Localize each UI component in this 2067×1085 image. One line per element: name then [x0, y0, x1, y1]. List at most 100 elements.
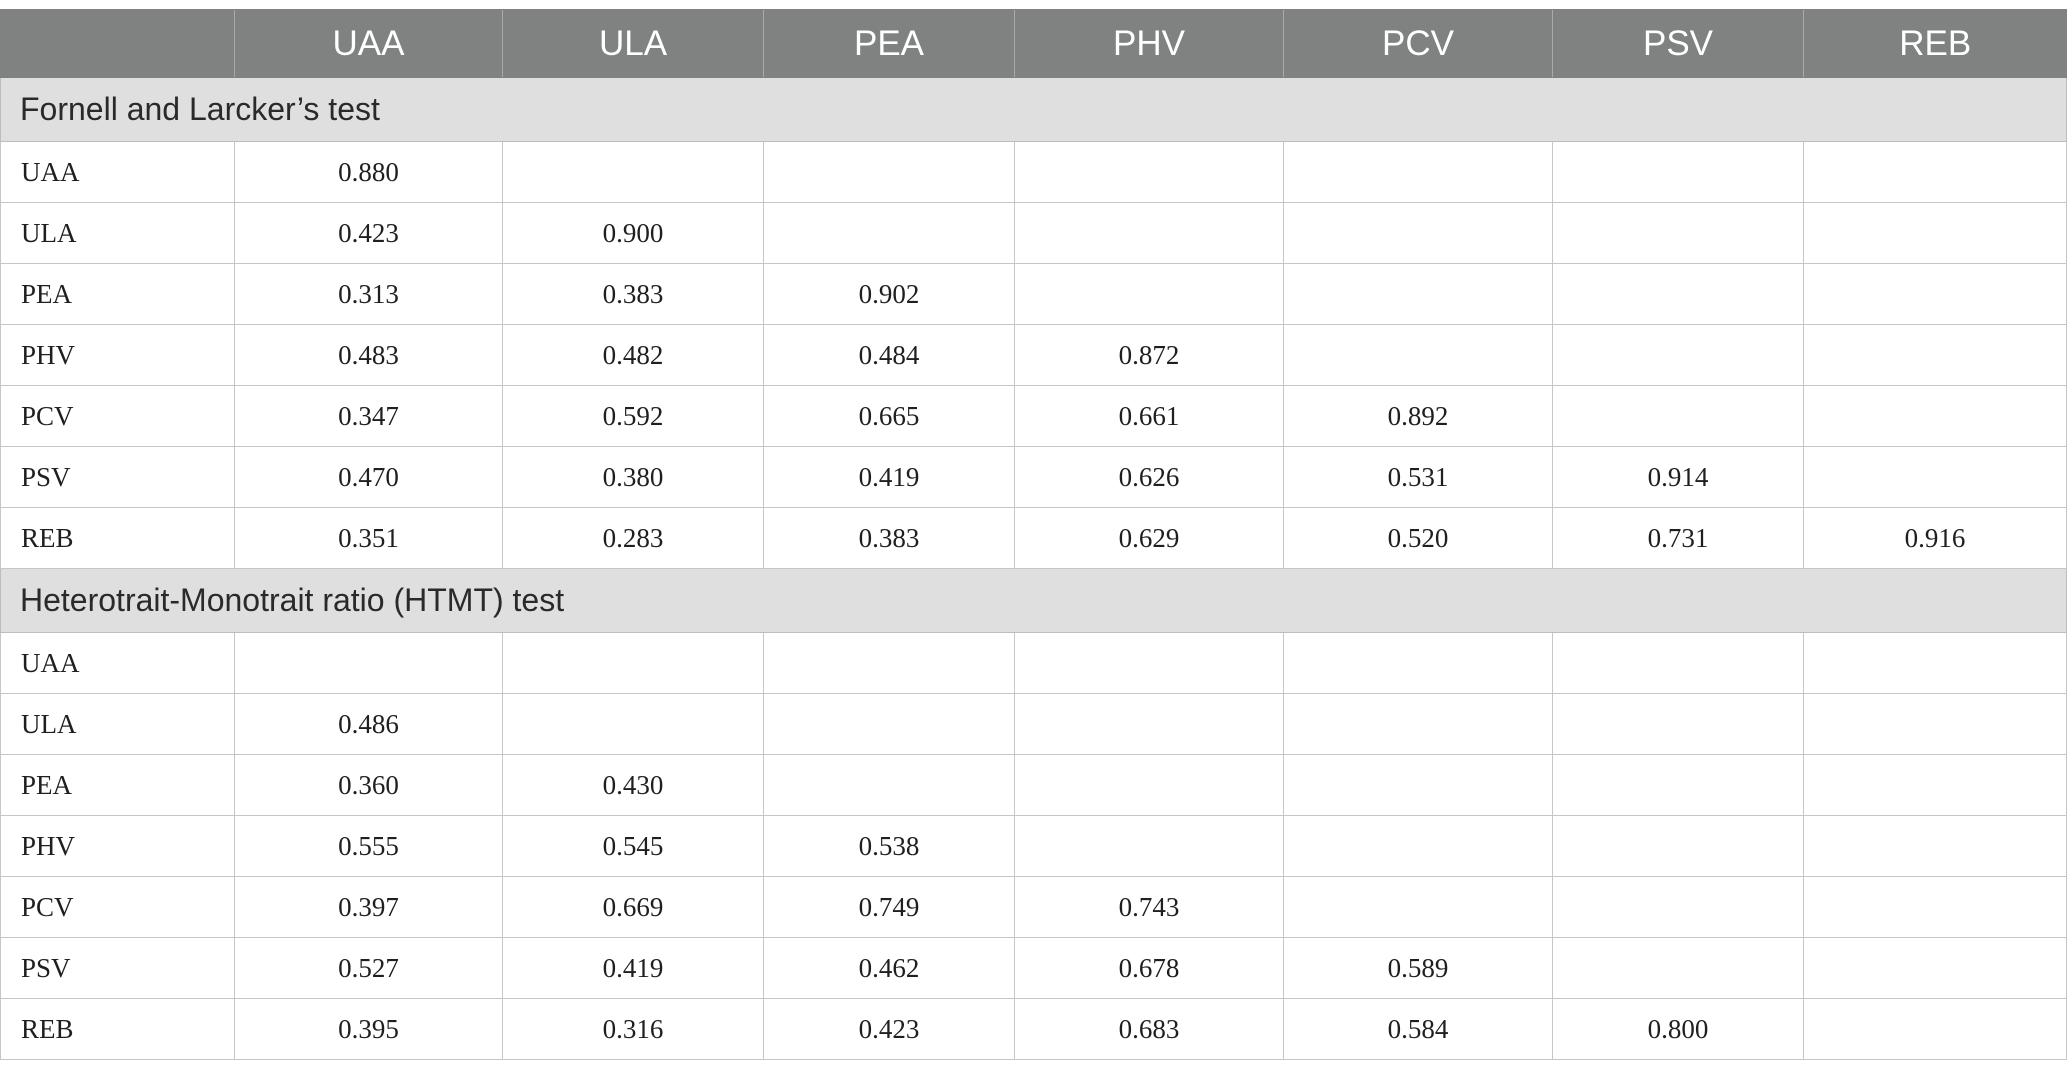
row-label: PHV	[0, 815, 235, 877]
column-header: ULA	[502, 9, 764, 78]
row-label: PCV	[0, 385, 235, 447]
value-cell	[1803, 446, 2067, 508]
row-label: REB	[0, 507, 235, 569]
value-cell: 0.470	[234, 446, 503, 508]
value-cell: 0.380	[502, 446, 764, 508]
value-cell	[1803, 693, 2067, 755]
value-cell: 0.419	[763, 446, 1015, 508]
value-cell	[1014, 693, 1284, 755]
value-cell	[1552, 324, 1804, 386]
value-cell	[1283, 141, 1553, 203]
value-cell: 0.661	[1014, 385, 1284, 447]
value-cell	[1552, 202, 1804, 264]
column-header: PSV	[1552, 9, 1804, 78]
table-row: ULA 0.486	[0, 693, 2067, 755]
table-row: PEA 0.313 0.383 0.902	[0, 263, 2067, 325]
value-cell	[1552, 754, 1804, 816]
value-cell	[1014, 202, 1284, 264]
table-row: ULA 0.423 0.900	[0, 202, 2067, 264]
section-header-row: Fornell and Larcker’s test	[0, 77, 2067, 142]
header-corner-cell	[0, 9, 235, 78]
value-cell	[1283, 876, 1553, 938]
value-cell	[1283, 815, 1553, 877]
row-label: UAA	[0, 141, 235, 203]
table-row: PHV 0.555 0.545 0.538	[0, 815, 2067, 877]
value-cell: 0.880	[234, 141, 503, 203]
table-row: PHV 0.483 0.482 0.484 0.872	[0, 324, 2067, 386]
value-cell: 0.665	[763, 385, 1015, 447]
value-cell	[1803, 998, 2067, 1060]
value-cell	[1283, 263, 1553, 325]
value-cell: 0.484	[763, 324, 1015, 386]
value-cell: 0.486	[234, 693, 503, 755]
value-cell	[763, 632, 1015, 694]
value-cell: 0.527	[234, 937, 503, 999]
value-cell	[502, 141, 764, 203]
row-label: UAA	[0, 632, 235, 694]
column-header: PEA	[763, 9, 1015, 78]
table-row: UAA 0.880	[0, 141, 2067, 203]
table-row: PCV 0.397 0.669 0.749 0.743	[0, 876, 2067, 938]
value-cell: 0.629	[1014, 507, 1284, 569]
value-cell	[1283, 202, 1553, 264]
value-cell	[1803, 815, 2067, 877]
value-cell: 0.397	[234, 876, 503, 938]
value-cell: 0.749	[763, 876, 1015, 938]
value-cell	[1552, 632, 1804, 694]
value-cell: 0.383	[502, 263, 764, 325]
value-cell	[1803, 385, 2067, 447]
value-cell	[1283, 693, 1553, 755]
value-cell	[1552, 937, 1804, 999]
value-cell	[1803, 876, 2067, 938]
table-row: PSV 0.527 0.419 0.462 0.678 0.589	[0, 937, 2067, 999]
value-cell	[763, 693, 1015, 755]
value-cell: 0.800	[1552, 998, 1804, 1060]
value-cell	[1803, 754, 2067, 816]
value-cell	[1014, 815, 1284, 877]
row-label: PCV	[0, 876, 235, 938]
table-body: Fornell and Larcker’s test UAA 0.880 ULA 0.4…	[0, 77, 2067, 1060]
value-cell: 0.423	[763, 998, 1015, 1060]
value-cell	[1803, 632, 2067, 694]
value-cell: 0.731	[1552, 507, 1804, 569]
value-cell	[1283, 324, 1553, 386]
value-cell	[234, 632, 503, 694]
value-cell: 0.584	[1283, 998, 1553, 1060]
value-cell	[1803, 202, 2067, 264]
section-title: Heterotrait-Monotrait ratio (HTMT) test	[0, 568, 2067, 633]
value-cell	[1552, 141, 1804, 203]
value-cell: 0.669	[502, 876, 764, 938]
row-label: PSV	[0, 446, 235, 508]
value-cell: 0.430	[502, 754, 764, 816]
row-label: ULA	[0, 202, 235, 264]
value-cell: 0.902	[763, 263, 1015, 325]
value-cell: 0.678	[1014, 937, 1284, 999]
value-cell: 0.531	[1283, 446, 1553, 508]
column-header: PCV	[1283, 9, 1553, 78]
value-cell: 0.283	[502, 507, 764, 569]
value-cell	[1803, 263, 2067, 325]
value-cell	[1283, 632, 1553, 694]
value-cell: 0.892	[1283, 385, 1553, 447]
row-label: PSV	[0, 937, 235, 999]
discriminant-validity-table: UAA ULA PEA PHV PCV PSV REB Fornell and …	[0, 9, 2067, 1060]
row-label: PEA	[0, 263, 235, 325]
value-cell	[1803, 324, 2067, 386]
value-cell: 0.914	[1552, 446, 1804, 508]
value-cell	[1552, 385, 1804, 447]
value-cell: 0.351	[234, 507, 503, 569]
value-cell: 0.683	[1014, 998, 1284, 1060]
value-cell	[502, 693, 764, 755]
section-title: Fornell and Larcker’s test	[0, 77, 2067, 142]
column-header: PHV	[1014, 9, 1284, 78]
column-header: UAA	[234, 9, 503, 78]
value-cell: 0.589	[1283, 937, 1553, 999]
value-cell: 0.538	[763, 815, 1015, 877]
table-row: PCV 0.347 0.592 0.665 0.661 0.892	[0, 385, 2067, 447]
value-cell	[502, 632, 764, 694]
value-cell: 0.545	[502, 815, 764, 877]
value-cell	[1014, 263, 1284, 325]
value-cell	[763, 754, 1015, 816]
value-cell	[1283, 754, 1553, 816]
value-cell: 0.360	[234, 754, 503, 816]
